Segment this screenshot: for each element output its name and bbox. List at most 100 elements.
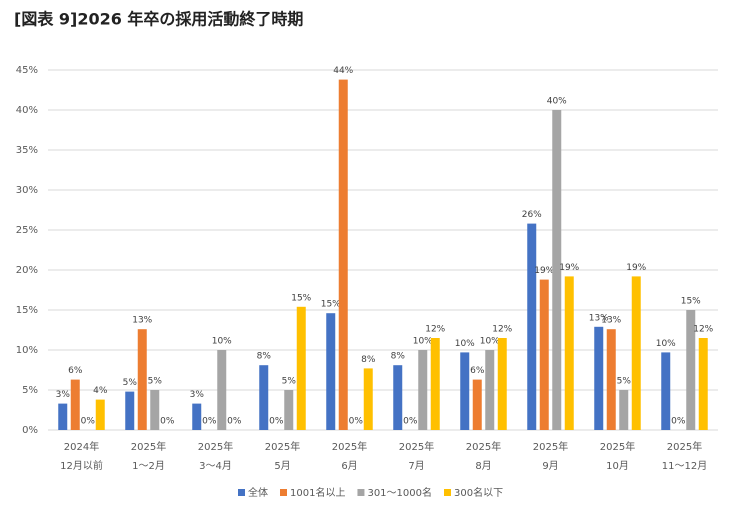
bar	[619, 390, 629, 430]
bar	[284, 390, 294, 430]
y-tick-label: 30%	[16, 185, 38, 196]
value-label: 5%	[148, 377, 163, 387]
bar	[58, 403, 68, 430]
y-tick-label: 5%	[22, 385, 38, 396]
bar	[418, 350, 428, 430]
value-label: 13%	[601, 316, 621, 326]
x-tick-label: 2025年	[600, 440, 635, 453]
value-label: 44%	[333, 66, 353, 76]
y-tick-label: 10%	[16, 345, 38, 356]
x-tick-label: 12月以前	[60, 459, 103, 472]
y-tick-label: 40%	[16, 105, 38, 116]
bar	[698, 338, 708, 430]
bar	[661, 352, 671, 430]
x-tick-label: 7月	[408, 460, 424, 472]
x-tick-label: 2025年	[533, 440, 568, 453]
value-label: 6%	[68, 366, 83, 376]
value-label: 15%	[681, 297, 701, 307]
value-label: 3%	[56, 390, 71, 400]
value-label: 10%	[480, 337, 500, 347]
y-tick-label: 45%	[16, 65, 38, 76]
value-label: 8%	[361, 355, 376, 365]
bar	[564, 276, 574, 430]
value-label: 3%	[190, 390, 205, 400]
legend-swatch	[444, 489, 451, 496]
x-tick-label: 2025年	[466, 440, 501, 453]
value-label: 15%	[321, 300, 341, 310]
value-label: 5%	[617, 377, 632, 387]
bar	[460, 352, 470, 430]
bar	[472, 379, 482, 430]
x-tick-label: 6月	[341, 460, 357, 472]
value-label: 0%	[227, 417, 242, 427]
legend-swatch	[280, 489, 287, 496]
bar	[539, 279, 549, 430]
bar	[686, 310, 696, 430]
value-label: 40%	[547, 97, 567, 107]
bar	[527, 223, 537, 430]
x-tick-label: 10月	[606, 460, 629, 472]
value-label: 0%	[202, 417, 217, 427]
x-tick-label: 2025年	[198, 440, 233, 453]
legend-swatch	[357, 489, 365, 496]
chart-title: [図表 9]2026 年卒の採用活動終了時期	[14, 10, 303, 29]
value-label: 5%	[282, 377, 297, 387]
legend-label: 全体	[248, 486, 268, 499]
bar	[137, 329, 147, 430]
bar	[296, 306, 306, 430]
bar	[338, 79, 348, 430]
value-label: 13%	[132, 316, 152, 326]
bar	[393, 365, 403, 430]
legend-label: 301〜1000名	[367, 486, 432, 499]
value-label: 19%	[534, 266, 554, 276]
bar	[150, 390, 160, 430]
value-label: 15%	[291, 293, 311, 303]
x-tick-label: 9月	[542, 460, 558, 472]
bar	[192, 403, 202, 430]
value-label: 8%	[391, 352, 406, 362]
bar	[363, 368, 373, 430]
value-label: 6%	[470, 366, 485, 376]
y-tick-label: 0%	[22, 425, 38, 436]
value-label: 19%	[626, 263, 646, 273]
bar	[259, 365, 269, 430]
value-label: 0%	[349, 417, 364, 427]
bar	[606, 329, 616, 430]
bar	[485, 350, 495, 430]
legend-swatch	[238, 489, 245, 496]
x-tick-label: 8月	[475, 460, 491, 472]
x-tick-label: 2024年	[64, 440, 99, 453]
value-label: 10%	[413, 337, 433, 347]
value-label: 0%	[269, 417, 284, 427]
value-label: 10%	[656, 339, 676, 349]
bar	[125, 391, 135, 430]
bar	[217, 350, 227, 430]
value-label: 26%	[522, 210, 542, 220]
x-tick-label: 3〜4月	[199, 460, 232, 472]
x-tick-label: 2025年	[332, 440, 367, 453]
bar	[70, 379, 80, 430]
bar	[430, 338, 440, 430]
value-label: 0%	[160, 417, 175, 427]
x-tick-label: 2025年	[131, 440, 166, 453]
x-tick-label: 5月	[274, 460, 290, 472]
value-label: 13%	[589, 313, 609, 323]
value-label: 8%	[257, 352, 272, 362]
value-label: 10%	[212, 337, 232, 347]
value-label: 0%	[403, 417, 418, 427]
x-tick-label: 1〜2月	[132, 460, 165, 472]
bar	[552, 110, 562, 430]
legend-label: 300名以下	[454, 486, 503, 499]
value-label: 0%	[671, 417, 686, 427]
value-label: 5%	[123, 378, 138, 388]
bar	[594, 326, 604, 430]
x-tick-label: 2025年	[667, 440, 702, 453]
bar	[326, 313, 336, 430]
value-label: 10%	[455, 339, 475, 349]
bar	[95, 399, 105, 430]
value-label: 4%	[93, 386, 108, 396]
y-tick-label: 20%	[16, 265, 38, 276]
y-tick-label: 25%	[16, 225, 38, 236]
value-label: 12%	[492, 325, 512, 335]
